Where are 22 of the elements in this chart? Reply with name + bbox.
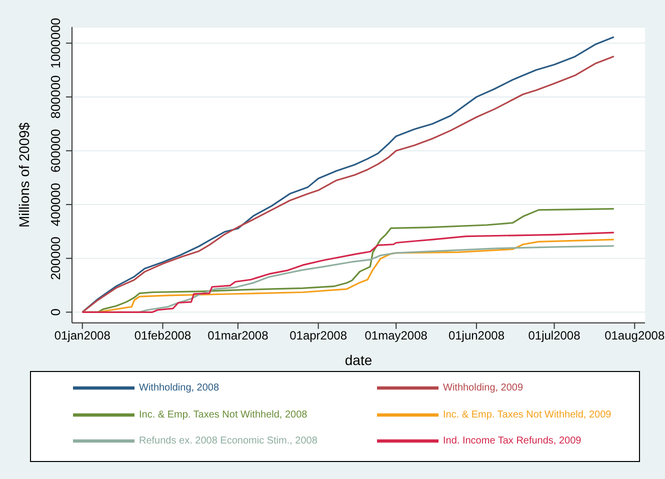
x-axis-title: date <box>344 352 372 368</box>
x-tick-label: 01may2008 <box>364 328 428 342</box>
y-tick-label: 0 <box>48 308 63 316</box>
text: Ind. Income Tax Refunds, 2009 <box>443 436 582 447</box>
text: Withholding, 2008 <box>139 382 220 394</box>
x-tick-label: 01aug2008 <box>604 328 665 342</box>
text: Inc. & Emp. Taxes Not Withheld, 2008 <box>139 409 308 420</box>
x-tick-label: 01feb2008 <box>134 328 192 342</box>
text: Withholding, 2009 <box>443 382 524 394</box>
y-tick-label: 400000 <box>48 182 63 226</box>
y-tick-label: 600000 <box>48 129 63 172</box>
x-tick-label: 01mar2008 <box>208 328 269 342</box>
text: Inc. & Emp. Taxes Not Withheld, 2009 <box>443 409 612 420</box>
text: Refunds ex. 2008 Economic Stim., 2008 <box>139 436 318 447</box>
x-tick-label: 01jul2008 <box>528 328 581 342</box>
x-tick-label: 01jun2008 <box>448 328 505 342</box>
y-axis-title: Millions of 2009$ <box>16 122 32 228</box>
y-tick-label: 1000000 <box>48 18 63 68</box>
x-tick-label: 01apr2008 <box>290 328 348 342</box>
y-tick-label: 800000 <box>48 75 63 119</box>
y-tick-label: 200000 <box>48 236 63 280</box>
x-tick-label: 01jan2008 <box>54 328 111 342</box>
